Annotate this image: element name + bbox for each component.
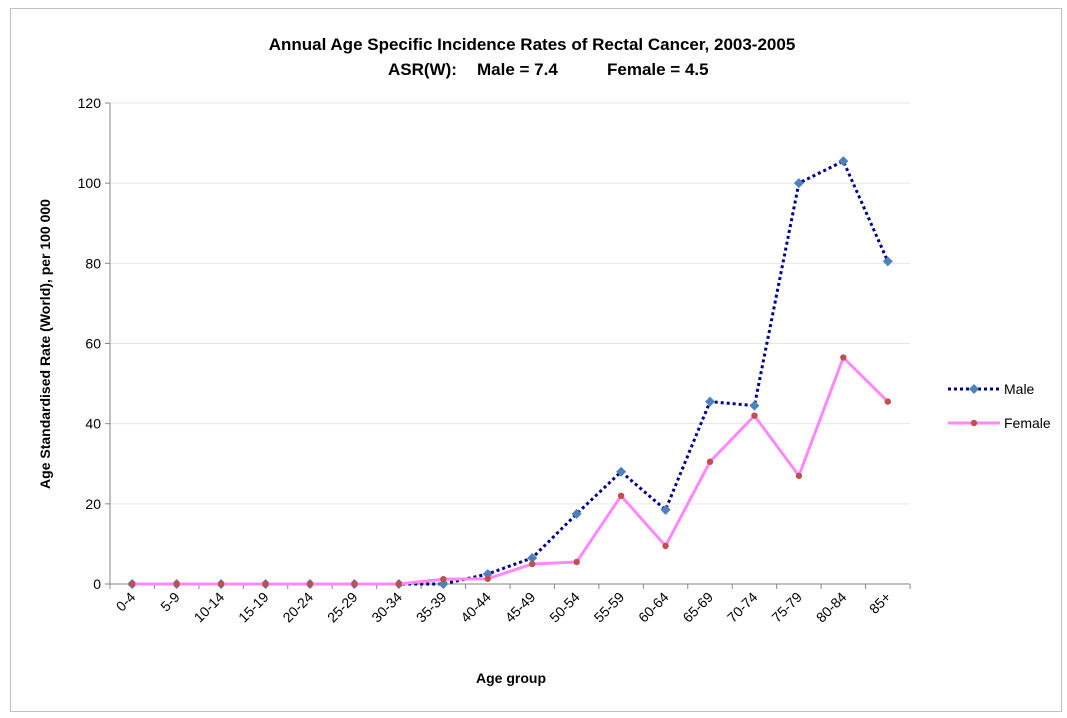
legend-marker-male: [969, 384, 979, 394]
data-point-male: [527, 552, 538, 563]
data-point-male: [838, 156, 849, 167]
data-point-female: [129, 580, 136, 588]
x-tick-label: 45-49: [502, 589, 539, 626]
data-point-female: [573, 558, 580, 566]
series-line-female: [132, 356, 889, 586]
chart-subtitle: ASR(W): Male = 7.4 Female = 4.5: [388, 60, 709, 79]
x-tick-label: 85+: [866, 589, 894, 617]
series-line-male: [132, 159, 890, 586]
data-point-male: [749, 400, 760, 411]
y-tick-label: 120: [78, 95, 102, 111]
legend-label-female: Female: [1004, 415, 1051, 431]
data-point-female: [751, 412, 758, 419]
y-tick-label: 100: [78, 175, 102, 191]
x-tick-label: 75-79: [768, 589, 805, 626]
data-point-female: [706, 458, 714, 465]
series-male: [127, 156, 893, 589]
x-tick-label: 35-39: [413, 589, 450, 626]
data-point-female: [662, 542, 669, 550]
x-tick-label: 50-54: [546, 589, 583, 626]
legend-item-female: Female: [948, 415, 1051, 431]
data-point-female: [395, 580, 403, 588]
data-point-female: [440, 575, 447, 583]
y-tick-label: 20: [85, 496, 101, 512]
chart-frame: [10, 8, 1062, 712]
subtitle-male-asr: Male = 7.4: [477, 60, 558, 79]
data-point-female: [262, 580, 269, 588]
x-tick-label: 30-34: [368, 589, 405, 626]
legend: Male Female: [948, 381, 1051, 431]
y-axis-title: Age Standardised Rate (World), per 100 0…: [37, 199, 53, 489]
x-tick-label: 20-24: [279, 589, 316, 626]
x-tick-label: 55-59: [591, 589, 628, 626]
data-point-female: [484, 575, 491, 582]
x-tick-label: 15-19: [235, 589, 272, 626]
x-tick-label: 40-44: [457, 589, 494, 626]
data-point-female: [529, 560, 536, 568]
legend-marker-female: [970, 419, 978, 427]
data-point-female: [617, 492, 625, 500]
data-point-male: [660, 504, 671, 515]
x-tick-label: 25-29: [324, 589, 361, 626]
data-point-female: [217, 580, 225, 588]
x-axis-title: Age group: [476, 670, 546, 686]
x-tick-label: 65-69: [679, 589, 716, 626]
data-point-female: [306, 580, 314, 588]
gridlines: [110, 102, 910, 505]
data-point-female: [795, 472, 803, 479]
y-tick-label: 0: [93, 576, 101, 592]
subtitle-prefix: ASR(W):: [388, 60, 457, 79]
data-point-male: [438, 579, 449, 589]
y-tick-label: 60: [85, 336, 101, 352]
data-point-male: [571, 508, 582, 519]
y-tick-label: 40: [85, 416, 101, 432]
data-point-male: [705, 396, 715, 407]
plot-series: [127, 156, 893, 589]
x-tick-label: 80-84: [813, 589, 850, 626]
data-point-male: [616, 466, 627, 477]
legend-item-male: Male: [948, 381, 1035, 397]
data-point-female: [840, 354, 847, 361]
data-point-female: [351, 580, 358, 588]
x-tick-label: 0-4: [113, 589, 139, 615]
chart-title: Annual Age Specific Incidence Rates of R…: [269, 35, 796, 54]
y-tick-label: 80: [85, 255, 101, 271]
legend-label-male: Male: [1004, 381, 1035, 397]
axes: 0 20 40 60 80 100 120 0-4 5-9 10-14 15-19 20-24 25-2…: [78, 95, 911, 626]
x-tick-label: 60-64: [635, 589, 672, 626]
series-female: [129, 354, 891, 588]
data-point-male: [793, 178, 804, 189]
data-point-female: [884, 398, 891, 405]
subtitle-female-asr: Female = 4.5: [607, 60, 709, 79]
x-tick-label: 10-14: [191, 589, 228, 626]
data-point-female: [173, 580, 180, 588]
data-point-male: [882, 256, 893, 267]
x-tick-label: 5-9: [157, 589, 183, 615]
x-tick-label: 70-74: [724, 589, 761, 626]
